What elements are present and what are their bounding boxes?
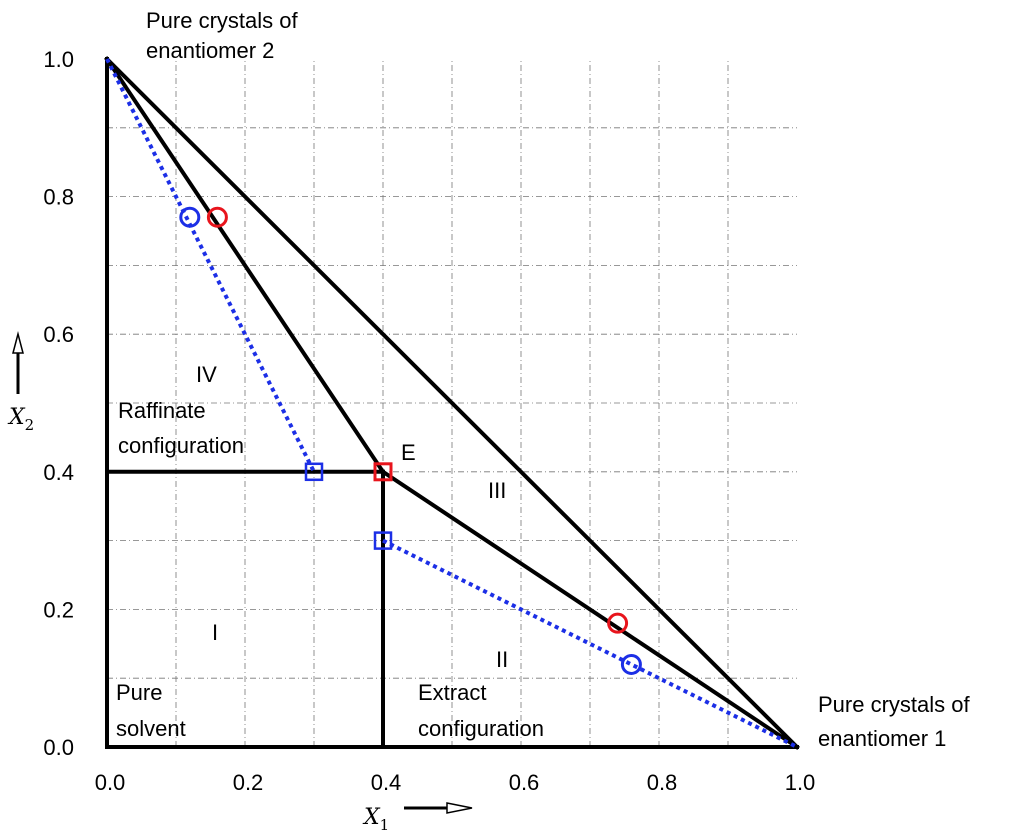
blue-circle-marker: [620, 653, 642, 675]
y-tick-label: 0.6: [43, 322, 74, 347]
markers: [179, 206, 642, 675]
tick-labels: 0.0 0.2 0.4 0.6 0.8 1.0 0.0 0.2 0.4 0.6 0.8 1.0: [43, 47, 815, 795]
svg-text:X2: X2: [7, 405, 34, 434]
label-extract-line2: configuration: [418, 716, 544, 741]
operating-line: [382, 538, 798, 749]
y-tick-label: 0.2: [43, 597, 74, 622]
x-tick-label: 0.0: [95, 770, 126, 795]
x-tick-label: 0.2: [233, 770, 264, 795]
x-axis-label: X1: [362, 802, 473, 833]
boundary-line: [104, 56, 386, 475]
y-tick-label: 0.0: [43, 735, 74, 760]
x-axis-arrowhead-icon: [446, 802, 473, 814]
label-raffinate-line2: configuration: [118, 433, 244, 458]
label-point-e: E: [401, 440, 416, 465]
label-region-i: I: [212, 620, 218, 645]
label-pure-crystals-2-line2: enantiomer 2: [146, 38, 274, 63]
label-pure-crystals-1-line2: enantiomer 1: [818, 726, 946, 751]
blue-square-marker: [304, 462, 324, 482]
label-pure-solvent-line2: solvent: [116, 716, 186, 741]
label-raffinate-line1: Raffinate: [118, 398, 206, 423]
phase-boundaries: [104, 56, 800, 750]
operating-line: [105, 58, 316, 473]
label-region-ii: II: [496, 647, 508, 672]
boundary-line: [104, 56, 800, 750]
y-axis-arrowhead-icon: [12, 331, 24, 354]
y-tick-label: 1.0: [43, 47, 74, 72]
label-pure-solvent-line1: Pure: [116, 680, 162, 705]
y-tick-label: 0.4: [43, 460, 74, 485]
x-tick-label: 1.0: [785, 770, 816, 795]
grid-lines: [107, 59, 797, 747]
x-tick-label: 0.6: [509, 770, 540, 795]
blue-circle-marker: [179, 206, 201, 228]
y-axis-label: X2: [7, 331, 34, 434]
label-region-iv: IV: [196, 362, 217, 387]
blue-square-marker: [373, 531, 393, 550]
label-pure-crystals-1-line1: Pure crystals of: [818, 692, 970, 717]
red-circle-marker: [607, 612, 629, 634]
label-region-iii: III: [488, 478, 506, 503]
operating-lines: [105, 58, 798, 749]
red-circle-marker: [206, 206, 228, 228]
red-square-marker: [373, 462, 393, 482]
label-extract-line1: Extract: [418, 680, 486, 705]
svg-text:X1: X1: [362, 805, 389, 833]
y-tick-label: 0.8: [43, 185, 74, 210]
boundary-line: [380, 469, 800, 750]
label-pure-crystals-2-line1: Pure crystals of: [146, 8, 298, 33]
x-tick-label: 0.8: [647, 770, 678, 795]
x-tick-label: 0.4: [371, 770, 402, 795]
